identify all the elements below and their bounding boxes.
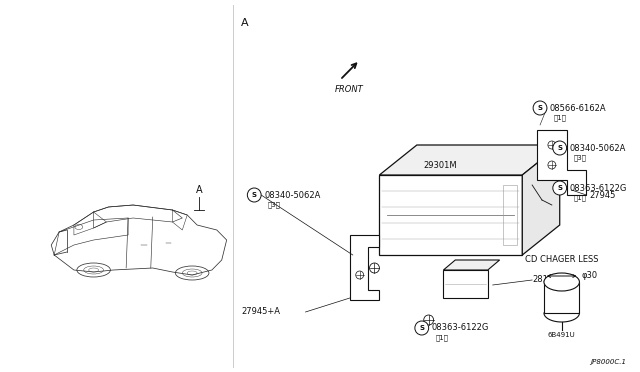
Text: S: S <box>252 192 257 198</box>
Circle shape <box>424 315 433 325</box>
Text: 08363-6122G: 08363-6122G <box>431 324 489 333</box>
Text: JP8000C.1: JP8000C.1 <box>589 359 626 365</box>
Ellipse shape <box>77 263 110 277</box>
Bar <box>544 282 579 313</box>
Text: 28118N: 28118N <box>532 276 565 285</box>
Text: 08363-6122G: 08363-6122G <box>570 183 627 192</box>
Text: S: S <box>538 105 543 111</box>
Text: S: S <box>557 145 562 151</box>
Text: A: A <box>241 18 249 28</box>
Text: 6B491U: 6B491U <box>548 332 575 338</box>
Circle shape <box>553 181 566 195</box>
Text: （3）: （3） <box>268 202 281 208</box>
Circle shape <box>548 141 556 149</box>
Text: FRONT: FRONT <box>335 85 364 94</box>
Circle shape <box>356 271 364 279</box>
Polygon shape <box>537 130 586 195</box>
Bar <box>502 185 517 245</box>
Circle shape <box>369 263 380 273</box>
Text: S: S <box>419 325 424 331</box>
Text: A: A <box>196 185 202 195</box>
Text: （1）: （1） <box>573 195 586 201</box>
Bar <box>380 175 522 255</box>
Text: 08340-5062A: 08340-5062A <box>264 190 321 199</box>
Text: S: S <box>557 185 562 191</box>
Circle shape <box>415 321 429 335</box>
Polygon shape <box>522 145 560 255</box>
Polygon shape <box>380 145 560 175</box>
Text: 08566-6162A: 08566-6162A <box>550 103 607 112</box>
Text: （1）: （1） <box>436 335 449 341</box>
Text: φ30: φ30 <box>581 272 598 280</box>
Text: 27945+A: 27945+A <box>241 308 280 317</box>
Ellipse shape <box>175 266 209 280</box>
Text: CD CHAGER LESS: CD CHAGER LESS <box>525 255 598 264</box>
Text: （3）: （3） <box>573 155 586 161</box>
Polygon shape <box>444 260 500 270</box>
Text: 08340-5062A: 08340-5062A <box>570 144 626 153</box>
Circle shape <box>548 161 556 169</box>
Text: 29301M: 29301M <box>424 161 458 170</box>
Circle shape <box>553 141 566 155</box>
Circle shape <box>247 188 261 202</box>
Text: （1）: （1） <box>554 115 567 121</box>
Bar <box>444 270 488 298</box>
Text: 27945: 27945 <box>589 190 616 199</box>
Polygon shape <box>350 235 380 300</box>
Ellipse shape <box>544 273 579 291</box>
Circle shape <box>533 101 547 115</box>
